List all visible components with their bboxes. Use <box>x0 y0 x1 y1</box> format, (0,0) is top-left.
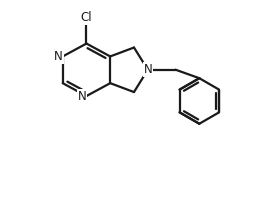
Text: N: N <box>143 63 152 76</box>
Text: N: N <box>78 89 87 103</box>
Text: Cl: Cl <box>81 11 92 24</box>
Text: N: N <box>54 50 63 63</box>
